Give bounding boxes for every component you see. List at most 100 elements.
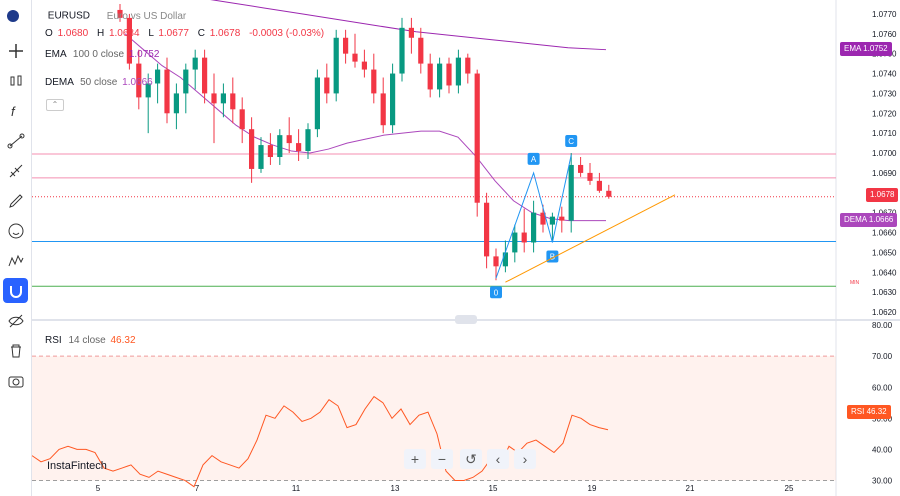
candle-body [343, 37, 349, 54]
price-tick-label: 1.0740 [872, 70, 897, 79]
candle-body [126, 17, 132, 64]
open-label: O [45, 28, 53, 39]
ema-legend[interactable]: EMA 100 0 close 1.0752 [45, 49, 159, 60]
svg-text:f: f [11, 104, 16, 119]
low-label: L [148, 28, 154, 39]
candle-body [531, 212, 537, 243]
scroll-right-button[interactable]: › [514, 449, 536, 469]
price-tick-label: 1.0620 [872, 308, 897, 317]
ema-params: 100 0 close [72, 49, 125, 60]
dema-legend[interactable]: DEMA 50 close 1.0666 [45, 77, 153, 88]
trash-icon[interactable] [3, 338, 28, 363]
candle-body [296, 143, 302, 152]
function-icon[interactable]: f [3, 98, 28, 123]
rsi-value-tag: RSI 46.32 [847, 405, 891, 419]
ruler-icon[interactable] [3, 158, 28, 183]
dema-params: 50 close [80, 77, 118, 88]
candle-body [587, 172, 593, 181]
camera-icon[interactable] [3, 368, 28, 393]
time-tick-label: 11 [292, 484, 301, 493]
candle-body [230, 93, 236, 110]
rsi-tick-label: 60.00 [872, 383, 893, 392]
candle-body [239, 109, 245, 130]
price-tick-label: 1.0720 [872, 109, 897, 118]
change-value: -0.0003 (-0.03%) [249, 28, 325, 39]
zoom-out-button[interactable]: − [431, 449, 453, 469]
candle-body [267, 145, 273, 158]
candle-body [333, 37, 339, 94]
flag-icon [7, 10, 19, 22]
candle-body [220, 93, 226, 104]
candle-body [474, 73, 480, 203]
candle-body [202, 57, 208, 94]
pattern-icon[interactable] [3, 248, 28, 273]
dema-line [124, 33, 606, 222]
dema-value: 1.0666 [122, 77, 153, 88]
candle-body [117, 9, 123, 18]
candles-icon[interactable] [3, 68, 28, 93]
price-tick-label: 1.0640 [872, 268, 897, 277]
candle-body [286, 135, 292, 144]
rsi-tick-label: 40.00 [872, 445, 893, 454]
magnet-icon[interactable] [3, 278, 28, 303]
nodes-icon[interactable] [3, 128, 28, 153]
price-tick-label: 1.0630 [872, 288, 897, 297]
time-tick-label: 21 [686, 484, 695, 493]
price-tick-label: 1.0710 [872, 129, 897, 138]
time-tick-label: 25 [785, 484, 794, 493]
high-value: 1.0684 [108, 28, 140, 39]
zoom-in-button[interactable]: + [404, 449, 426, 469]
symbol-description: Euro vs US Dollar [106, 10, 187, 22]
price-tick-label: 1.0770 [872, 10, 897, 19]
candle-body [258, 145, 264, 169]
candle-body [324, 77, 330, 94]
candle-body [192, 57, 198, 70]
price-tick-label: 1.0660 [872, 229, 897, 238]
pattern-point-badge [527, 152, 540, 165]
pattern-point-label: 0 [494, 288, 499, 297]
rsi-line [31, 395, 609, 488]
dema-price-tag: DEMA 1.0666 [840, 213, 898, 227]
candle-body [305, 129, 311, 152]
ohlc-legend: O 1.0680 H 1.0684 L 1.0677 C 1.0678 -0.0… [45, 28, 324, 39]
pen-icon[interactable] [3, 188, 28, 213]
crosshair-icon[interactable] [3, 38, 28, 63]
candle-body [418, 37, 424, 64]
candle-body [277, 135, 283, 158]
symbol-legend: EURUSD Euro vs US Dollar [7, 10, 187, 22]
low-value: 1.0677 [158, 28, 189, 39]
time-tick-label: 13 [391, 484, 400, 493]
close-value: 1.0678 [209, 28, 241, 39]
candle-body [390, 73, 396, 126]
collapse-legend-button[interactable]: ⌃ [46, 99, 64, 111]
candle-body [408, 27, 414, 38]
scroll-left-button[interactable]: ‹ [487, 449, 509, 469]
rsi-value: 46.32 [110, 335, 136, 346]
open-value: 1.0680 [57, 28, 89, 39]
candle-body [484, 202, 490, 257]
price-tick-label: 1.0700 [872, 149, 897, 158]
smile-icon[interactable] [3, 218, 28, 243]
ema-value: 1.0752 [128, 49, 160, 60]
candle-body [145, 83, 151, 98]
candle-body [540, 212, 546, 225]
candle-body [493, 256, 499, 267]
candle-body [136, 63, 142, 98]
pane-resize-handle [455, 315, 477, 324]
trend-line [505, 194, 676, 283]
candle-body [164, 69, 170, 114]
rsi-tick-label: 70.00 [872, 352, 893, 361]
eye-off-icon[interactable] [3, 308, 28, 333]
candle-body [549, 216, 555, 225]
pattern-point-label: C [568, 137, 574, 146]
min-marker-label: MIN [850, 280, 860, 286]
zigzag-pattern-line [495, 154, 572, 279]
rsi-legend[interactable]: RSI 14 close 46.32 [45, 335, 136, 346]
rsi-params: 14 close [68, 335, 106, 346]
pattern-point-badge [565, 135, 578, 148]
candle-body [399, 27, 405, 74]
reset-chart-button[interactable]: ↺ [460, 449, 482, 469]
candle-body [371, 69, 377, 94]
pattern-point-label: B [550, 252, 555, 261]
